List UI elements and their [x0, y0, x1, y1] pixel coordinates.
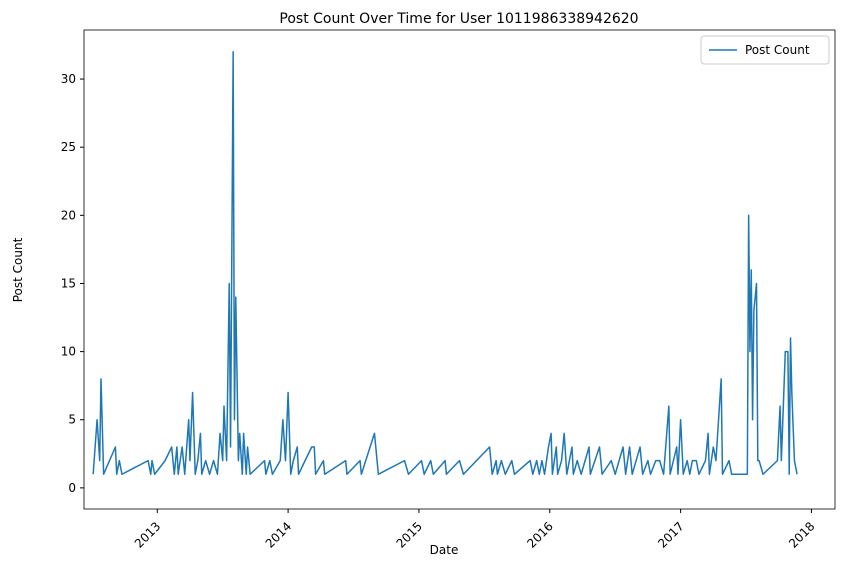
y-axis-label: Post Count	[11, 237, 25, 302]
y-tick-label: 0	[68, 481, 76, 495]
y-tick-label: 5	[68, 413, 76, 427]
chart-title: Post Count Over Time for User 1011986338…	[279, 11, 638, 27]
x-tick-label: 2018	[786, 519, 817, 550]
x-tick-label: 2013	[132, 519, 163, 550]
x-tick-label: 2017	[655, 519, 686, 550]
y-tick-label: 10	[61, 345, 76, 359]
x-axis-label: Date	[430, 543, 459, 557]
x-tick-label: 2016	[524, 519, 555, 550]
y-tick-label: 20	[61, 208, 76, 222]
plot-frame	[83, 29, 836, 510]
data-line	[92, 51, 798, 475]
legend-label: Post Count	[745, 43, 810, 57]
y-tick-label: 25	[61, 140, 76, 154]
y-tick-label: 30	[61, 72, 76, 86]
x-tick-label: 2015	[394, 519, 425, 550]
x-tick-label: 2014	[263, 519, 294, 550]
legend-box	[700, 35, 830, 65]
y-tick-label: 15	[61, 276, 76, 290]
